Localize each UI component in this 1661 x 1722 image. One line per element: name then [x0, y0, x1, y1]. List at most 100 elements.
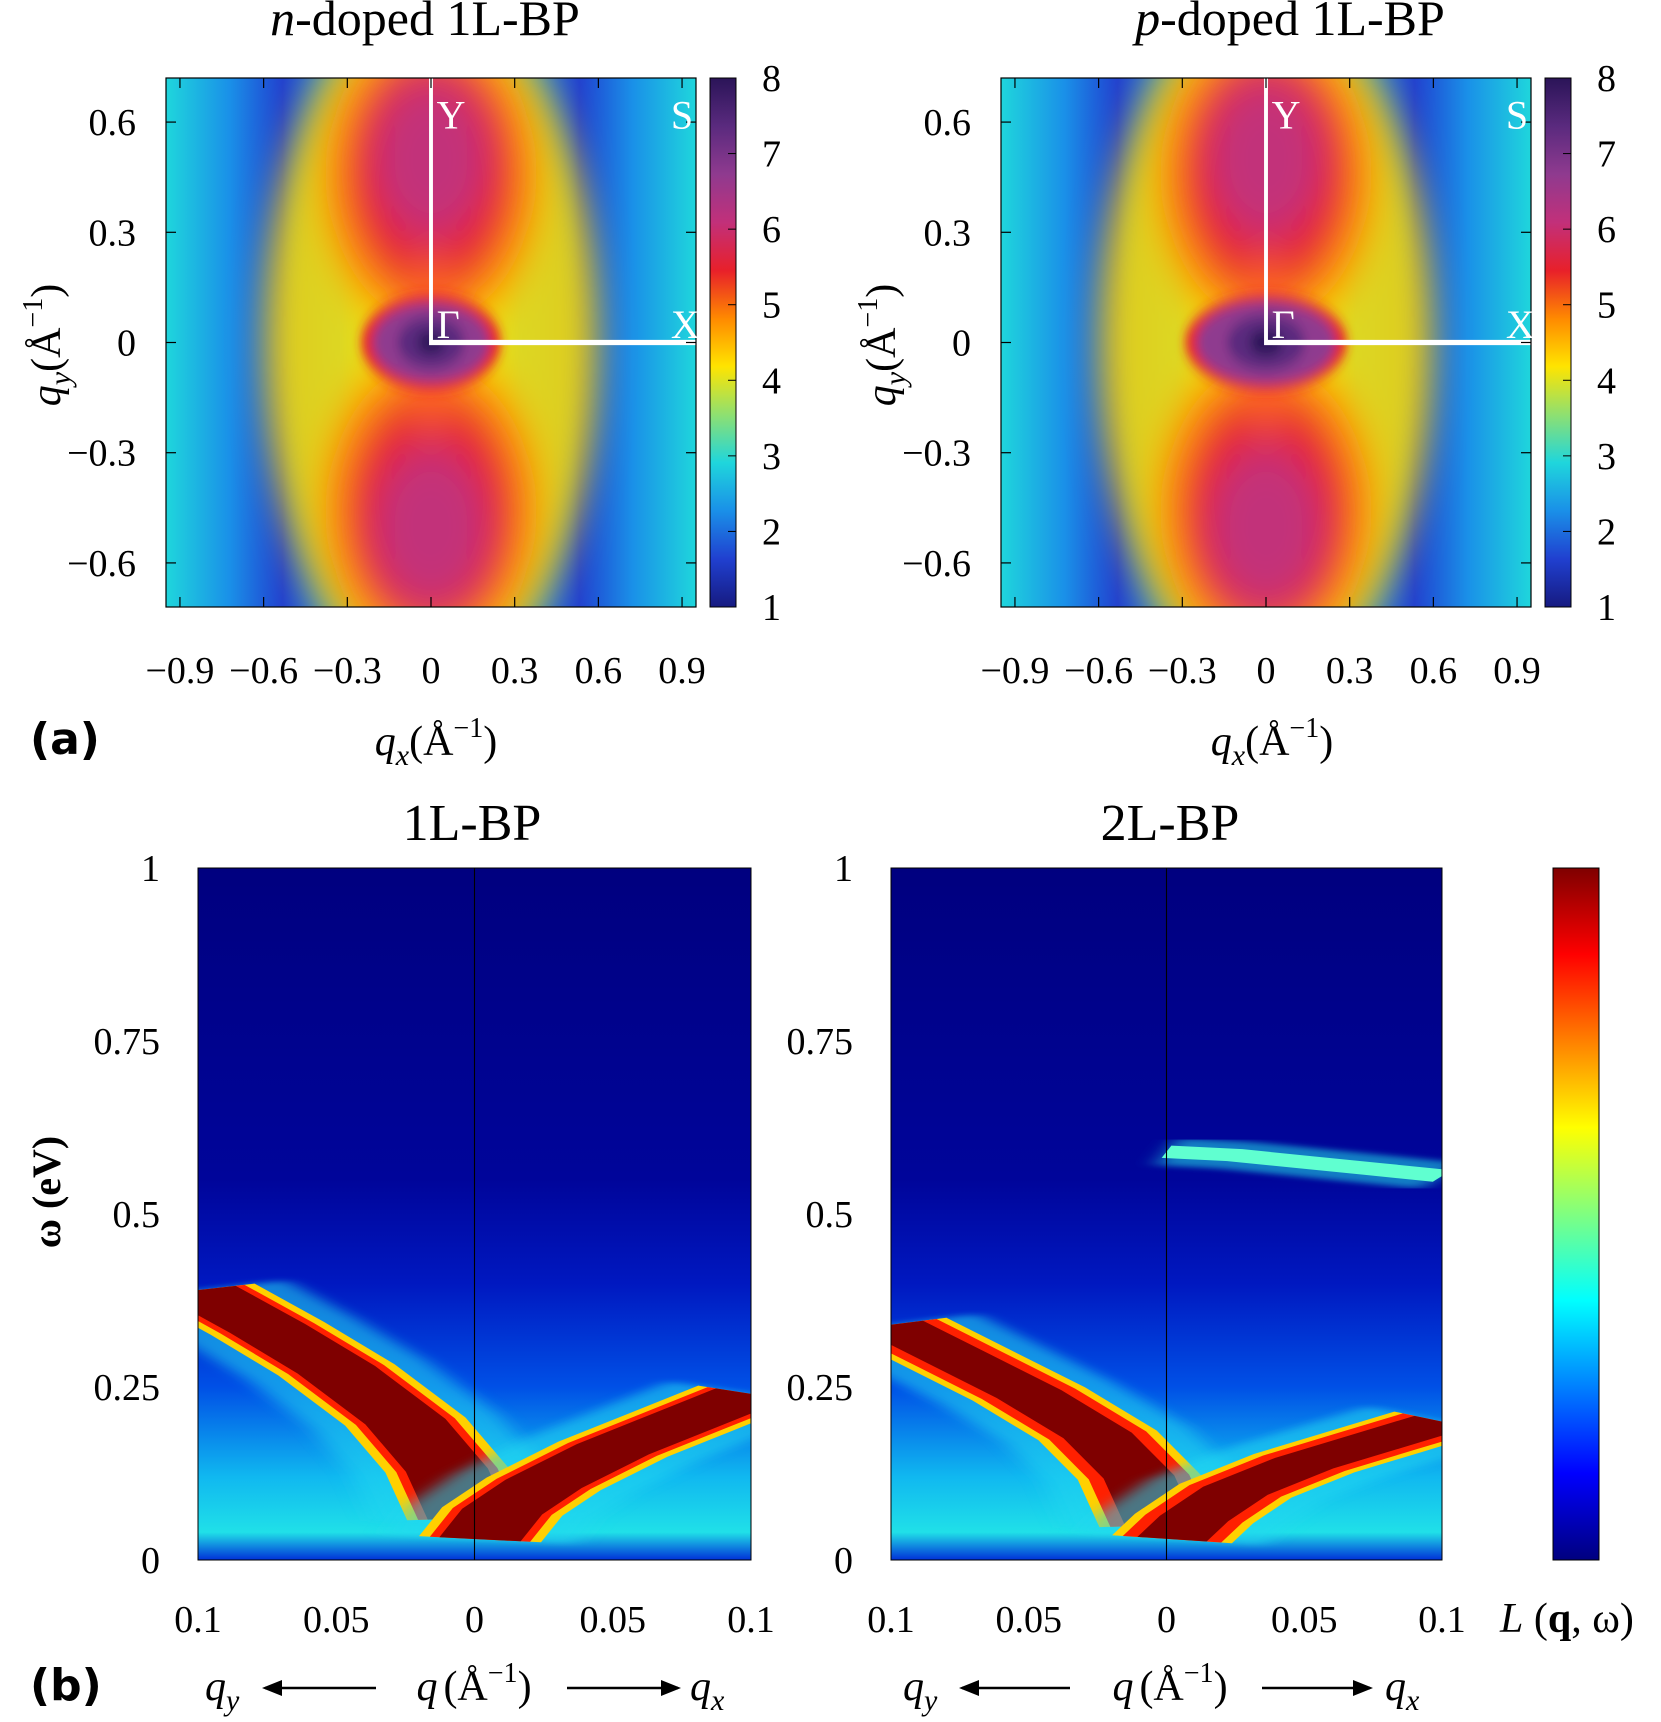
y-tick-label: 0.5	[806, 1194, 854, 1236]
bz-point-label: Y	[1272, 93, 1301, 138]
y-tick-label: 0	[952, 323, 971, 365]
panel-b-right: 2L-BP 0.1 0.05 0 0.05 0.1 0 0.25 0.5 0.75 1 qy q(…	[787, 795, 1634, 1717]
plot-frame	[197, 867, 752, 1561]
chart-title-n-doped: n-doped 1L-BP	[270, 0, 580, 46]
colorbar-tick-label: 6	[762, 209, 781, 251]
panel-label-a: (a)	[30, 714, 100, 765]
y-tick-label: 0	[141, 1540, 160, 1582]
axis-ticks: 0.1 0.05 0 0.05 0.1 0 0.25 0.5 0.75 1	[787, 848, 1466, 1641]
y-tick-label: 0.6	[924, 102, 972, 144]
y-tick-label: 1	[834, 848, 853, 890]
x-tick-label: −0.6	[229, 650, 298, 692]
y-axis-label: qy(Å−1)	[18, 284, 77, 406]
arrow-left-head	[959, 1680, 979, 1696]
panel-a-left: n-doped 1L-BP −0.9 −0.6 −0.3 0 0.3 0	[18, 0, 781, 772]
axis-ticks: −0.9 −0.6 −0.3 0 0.3 0.6 0.9 −0.6 −0.3 0 0.3 0.6	[902, 78, 1541, 692]
y-tick-label: 0	[117, 323, 136, 365]
colorbar-L	[1552, 867, 1600, 1561]
colorbar-tick-label: 4	[1597, 360, 1616, 402]
heatmap-2L-BP	[891, 868, 1442, 1560]
x-tick-label: 0.6	[1410, 650, 1458, 692]
x-tick-label: 0.6	[575, 650, 623, 692]
plasmon-branch	[1137, 1415, 1442, 1542]
bz-point-label: Γ	[1272, 302, 1295, 347]
x-axis-label: qy q (Å−1) qx	[205, 1658, 725, 1717]
plasmon-branch	[439, 1388, 751, 1542]
heatmap-p-doped	[1001, 78, 1531, 607]
x-label-q: q (Å−1)	[416, 1658, 531, 1710]
annotations: Y S Γ X	[1272, 93, 1535, 347]
heatmap-1L-BP	[198, 868, 751, 1560]
y-tick-label: 0.25	[94, 1367, 161, 1409]
bz-point-label: X	[1506, 302, 1535, 347]
bz-point-label: X	[671, 302, 700, 347]
panel-b-left: 1L-BP 0.1 0.05 0 0.05 0.1 0 0.25 0.5 0.75 1 ω (eV…	[24, 795, 775, 1717]
y-axis-label: qy(Å−1)	[853, 284, 912, 406]
high-symmetry-path	[429, 78, 696, 346]
colorbar-tick-label: 1	[762, 587, 781, 629]
x-tick-label: 0.9	[658, 650, 706, 692]
arrow-left-head	[262, 1680, 282, 1696]
colorbar-tick-label: 7	[762, 134, 781, 176]
x-tick-label: 0.3	[491, 650, 539, 692]
y-tick-label: 0.25	[787, 1367, 854, 1409]
colorbar-tick-label: 8	[1597, 58, 1616, 100]
heatmap-n-doped	[166, 78, 696, 607]
x-label-qy: qy	[903, 1664, 938, 1717]
x-tick-label: 0.9	[1493, 650, 1541, 692]
colorbar-tick-label: 2	[762, 511, 781, 553]
y-axis-label: ω (eV)	[24, 1136, 69, 1249]
colorbar-tick-label: 2	[1597, 511, 1616, 553]
plot-frame	[890, 867, 1443, 1561]
y-tick-label: 0.3	[89, 212, 137, 254]
heatmap-contours	[1098, 78, 1434, 607]
arrow-right-head	[661, 1680, 681, 1696]
x-label-q: q (Å−1)	[1112, 1658, 1227, 1710]
colorbar-ticks: 1 2 3 4 5 6 7 8	[1563, 58, 1616, 629]
x-tick-label: 0.1	[727, 1599, 775, 1641]
x-tick-label: 0.1	[1418, 1599, 1466, 1641]
y-tick-label: 0.75	[787, 1021, 854, 1063]
y-tick-label: 0.6	[89, 102, 137, 144]
y-tick-label: −0.3	[67, 433, 136, 475]
y-tick-label: 0	[834, 1540, 853, 1582]
colorbar-tick-label: 8	[762, 58, 781, 100]
panel-a-right: p-doped 1L-BP −0.9 −0.6 −0.3 0 0.3 0	[853, 0, 1616, 772]
x-tick-label: 0.05	[996, 1599, 1063, 1641]
colorbar-tick-label: 5	[1597, 285, 1616, 327]
bz-point-label: S	[671, 93, 693, 138]
y-tick-label: 0.75	[94, 1021, 161, 1063]
x-axis-label: qx(Å−1)	[375, 713, 497, 772]
bz-point-label: Γ	[437, 302, 460, 347]
x-label-qy: qy	[205, 1664, 240, 1717]
axis-ticks: −0.9 −0.6 −0.3 0 0.3 0.6 0.9 −0.6 −0.3 0 0.3 0.6	[67, 78, 706, 692]
x-tick-label: 0.1	[867, 1599, 915, 1641]
x-tick-label: −0.9	[980, 650, 1049, 692]
colorbar-tick-label: 6	[1597, 209, 1616, 251]
x-tick-label: −0.3	[1148, 650, 1217, 692]
colorbar-tick-label: 5	[762, 285, 781, 327]
x-label-qx: qx	[690, 1664, 725, 1717]
arrow-right-head	[1353, 1680, 1373, 1696]
x-tick-label: 0.05	[303, 1599, 370, 1641]
panel-label-b: (b)	[30, 1660, 102, 1711]
y-tick-label: −0.3	[902, 433, 971, 475]
x-tick-label: −0.6	[1064, 650, 1133, 692]
x-tick-label: 0.3	[1326, 650, 1374, 692]
x-axis-label: qx(Å−1)	[1211, 713, 1333, 772]
high-symmetry-path	[1264, 78, 1531, 346]
colorbar-tick-label: 1	[1597, 587, 1616, 629]
x-tick-label: 0.05	[1271, 1599, 1338, 1641]
y-tick-label: −0.6	[67, 543, 136, 585]
colorbar-tick-label: 7	[1597, 134, 1616, 176]
x-tick-label: 0.1	[174, 1599, 222, 1641]
colorbar	[1544, 77, 1572, 608]
y-tick-label: 1	[141, 848, 160, 890]
colorbar-tick-label: 4	[762, 360, 781, 402]
y-tick-label: 0.3	[924, 212, 972, 254]
annotations: Y S Γ X	[437, 93, 700, 347]
x-tick-label: 0	[465, 1599, 484, 1641]
colorbar	[709, 77, 737, 608]
chart-title-p-doped: p-doped 1L-BP	[1132, 0, 1445, 46]
